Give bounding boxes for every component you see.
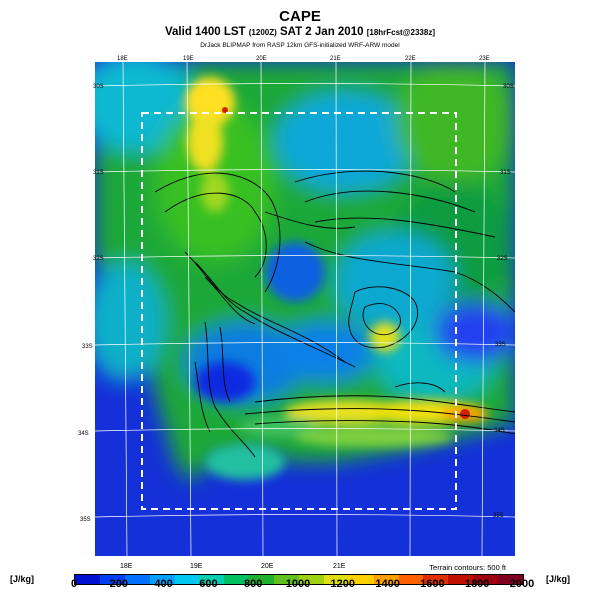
lon-label-bottom: 21E [333,563,346,570]
cape-detail [185,77,489,480]
lat-label-right: 31S [500,170,511,176]
color-bar-tick-label: 0 [70,578,78,590]
color-bar-tick-label: 600 [199,578,218,590]
color-bar-segment [323,575,349,584]
color-bar-segment [448,575,474,584]
color-bar-tick-label: 1400 [375,578,400,590]
color-bar [74,574,524,585]
lon-label-bottom: 20E [261,563,274,570]
color-bar-segment [274,575,300,584]
color-bar-segment [398,575,424,584]
lon-label-bottom: 19E [190,563,203,570]
lat-label-right: 33S [495,342,506,348]
color-bar-segment [149,575,175,584]
cape-map [95,62,515,556]
color-bar-segment [473,575,499,584]
model-credit: DrJack BLIPMAP from RASP 12km GFS-initia… [200,42,400,49]
valid-utc: (1200Z) [248,28,277,37]
lat-label-right: 32S [497,256,508,262]
inner-domain-box [141,112,457,510]
color-bar-segment [75,575,100,584]
map-title: CAPE [279,8,321,25]
lat-label-left: 31S [93,170,104,176]
cape-spot [222,107,228,113]
color-bar-tick-label: 1200 [330,578,356,590]
valid-time: Valid 1400 LST [165,26,246,38]
lat-label-left: 30S [93,84,104,90]
lat-label-left: 34S [78,431,89,437]
color-bar-segment [224,575,250,584]
color-bar-segment [174,575,200,584]
lat-label-left: 35S [80,517,91,523]
legend-unit-right: [J/kg] [546,574,571,584]
lat-label-right: 30S [503,84,514,90]
map-subtitle: Valid 1400 LST (1200Z) SAT 2 Jan 2010 [1… [0,26,600,38]
lon-label-top: 23E [479,56,490,62]
color-bar-segment [348,575,374,584]
color-bar-segment [498,575,524,584]
terrain-contours [154,170,515,458]
lon-label-top: 19E [183,56,194,62]
lat-label-left: 32S [93,256,104,262]
latlon-grid [95,62,515,556]
lat-label-right: 35S [493,513,504,519]
valid-date: SAT 2 Jan 2010 [279,26,364,38]
lon-label-top: 20E [256,56,267,62]
terrain-contour-note: Terrain contours: 500 ft [429,563,506,572]
lat-label-right: 34S [494,428,505,434]
color-bar-tick-label: 800 [244,578,263,590]
lon-label-bottom: 18E [120,563,133,570]
color-bar-tick-label: 1000 [285,578,311,590]
color-bar-segment [199,575,225,584]
cape-max-spot [460,409,470,419]
color-bar-segment [124,575,150,584]
color-bar-tick-label: 2000 [509,578,535,590]
color-bar-tick-label: 200 [109,578,128,590]
color-bar-segment [299,575,324,584]
lon-label-top: 21E [330,56,341,62]
legend-unit-left: [J/kg] [10,574,35,584]
color-bar-segment [249,575,275,584]
color-bar-tick-label: 400 [154,578,173,590]
forecast-info: [18hrFcst@2338z] [366,28,435,37]
color-bar-segment [373,575,399,584]
color-bar-tick-label: 1800 [464,578,490,590]
color-bar-segment [99,575,125,584]
color-bar-segment [423,575,449,584]
color-bar-tick-label: 1600 [420,578,445,590]
lat-label-left: 33S [82,344,93,350]
lon-label-top: 18E [117,56,128,62]
lon-label-top: 22E [405,56,416,62]
